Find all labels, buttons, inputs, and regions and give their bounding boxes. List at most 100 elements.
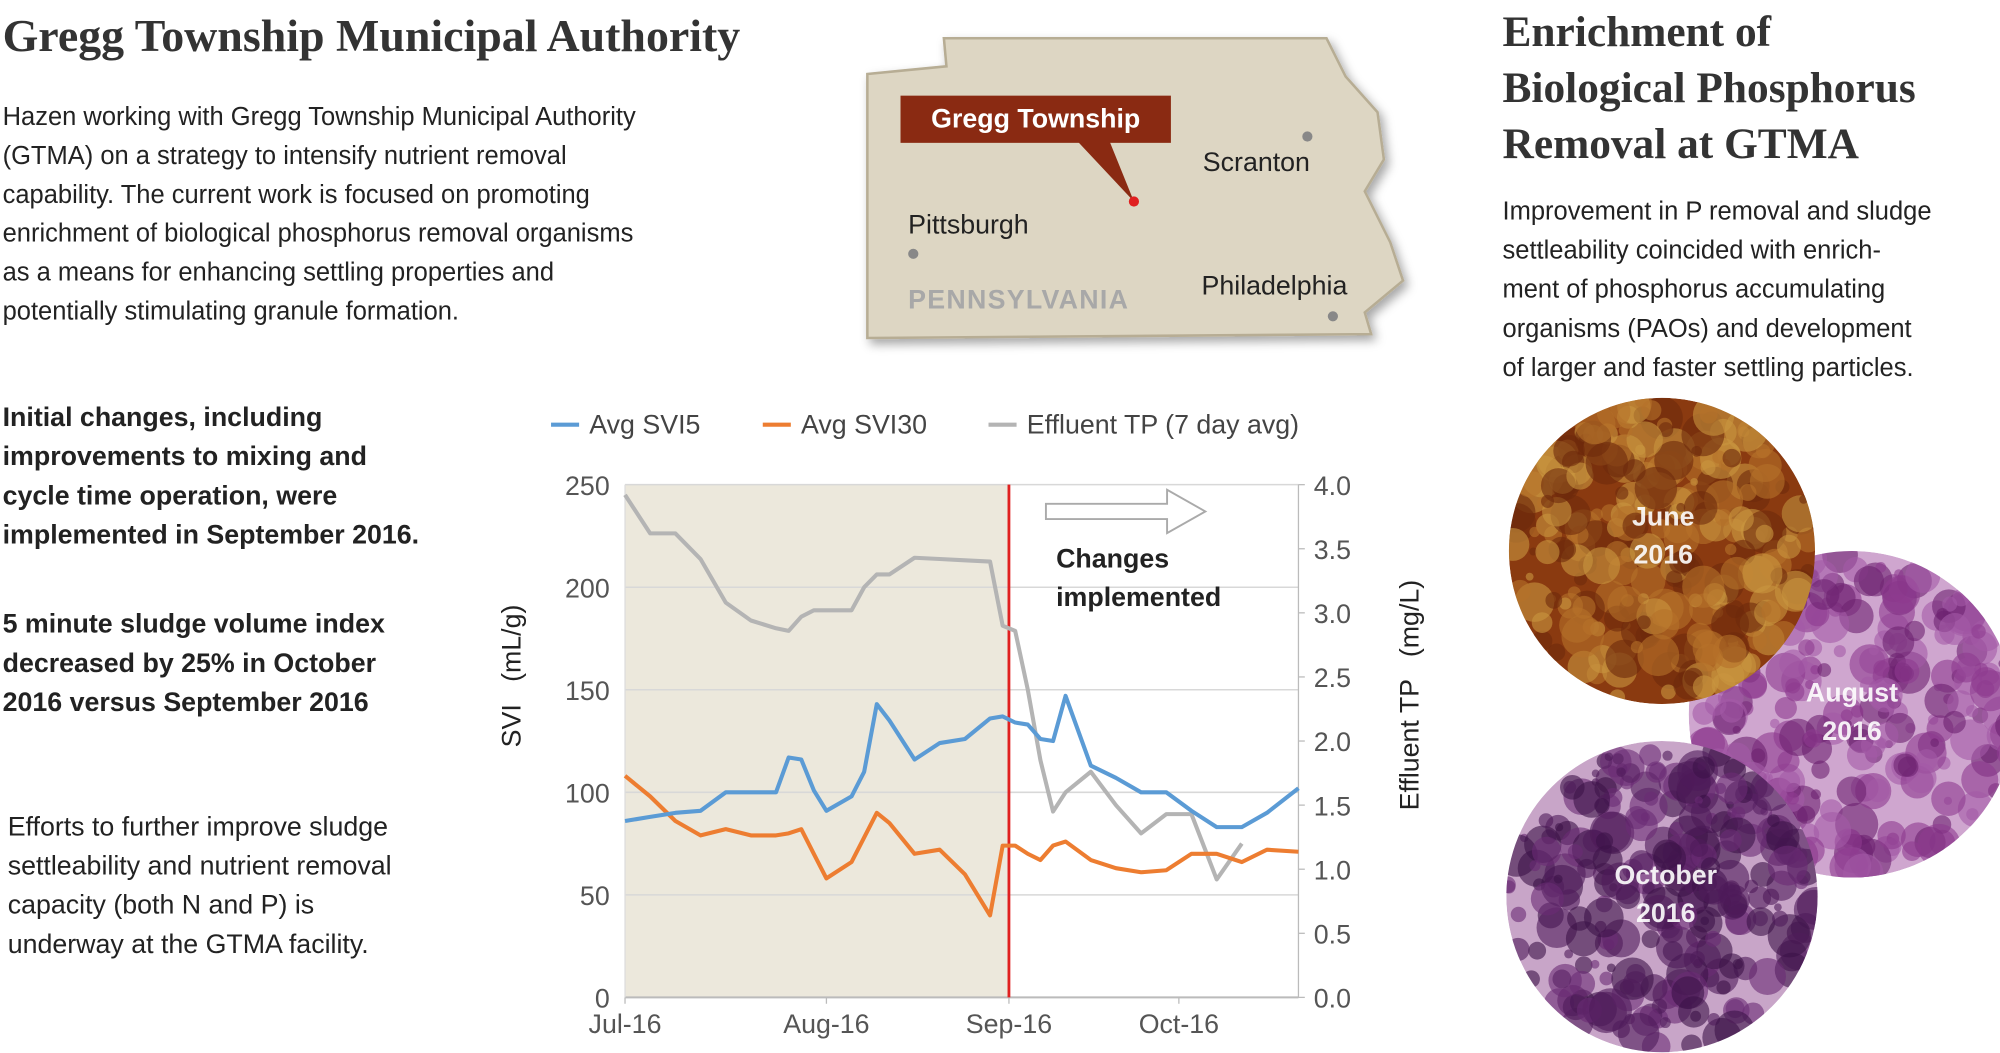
texture xyxy=(1715,772,1748,805)
texture xyxy=(1938,613,1971,646)
note-line: 2016 versus September 2016 xyxy=(3,687,369,717)
micrographs xyxy=(1506,397,2000,1053)
texture xyxy=(1567,844,1583,860)
y2-tick-label: 3.5 xyxy=(1314,535,1351,565)
texture xyxy=(1637,634,1680,677)
texture xyxy=(1732,958,1743,970)
texture xyxy=(1805,679,1815,690)
texture xyxy=(1615,486,1629,500)
texture xyxy=(1695,643,1724,672)
intro-line: potentially stimulating granule formatio… xyxy=(3,297,459,325)
panel-title: Biological Phosphorus xyxy=(1503,64,1916,112)
texture xyxy=(1600,745,1632,778)
y2-tick-label: 1.5 xyxy=(1314,791,1351,821)
texture xyxy=(1785,678,1801,694)
annotation-arrow xyxy=(1044,488,1208,535)
note-line: capacity (both N and P) is xyxy=(8,890,314,920)
texture xyxy=(1767,814,1780,827)
y-tick-label: 150 xyxy=(565,676,610,706)
texture xyxy=(1700,460,1716,476)
panel-text: organisms (PAOs) and development xyxy=(1503,315,1912,343)
x-tick-label: Aug-16 xyxy=(783,1009,869,1039)
texture xyxy=(1748,957,1786,995)
texture xyxy=(1813,811,1852,850)
texture xyxy=(1538,813,1554,828)
page-title: Gregg Township Municipal Authority xyxy=(3,10,741,61)
texture xyxy=(1732,725,1741,734)
texture xyxy=(1531,612,1553,633)
y-tick-label: 0 xyxy=(595,984,610,1014)
texture xyxy=(1642,881,1655,894)
texture xyxy=(1756,444,1771,459)
texture xyxy=(1604,752,1614,762)
y2-tick-label: 0.0 xyxy=(1314,984,1351,1014)
panel-title: Enrichment of xyxy=(1503,8,1772,56)
texture xyxy=(1574,403,1616,445)
y-tick-label: 50 xyxy=(580,881,610,911)
texture xyxy=(1590,959,1600,969)
series-line xyxy=(624,693,1300,830)
texture xyxy=(1774,903,1782,912)
texture xyxy=(1698,874,1729,905)
sample-label: August xyxy=(1806,677,1898,707)
y-tick-label: 200 xyxy=(565,573,610,603)
texture xyxy=(1762,888,1780,906)
note-line: Initial changes, including xyxy=(3,402,323,432)
texture xyxy=(1678,996,1710,1028)
texture xyxy=(1694,796,1703,805)
legend-label: Effluent TP (7 day avg) xyxy=(1027,410,1299,440)
city-dot xyxy=(1327,311,1338,322)
texture xyxy=(1564,949,1574,959)
texture xyxy=(1617,1012,1660,1053)
texture xyxy=(1662,750,1673,761)
texture xyxy=(1683,491,1718,525)
texture xyxy=(1894,658,1920,684)
texture xyxy=(1799,495,1808,504)
texture xyxy=(1840,709,1853,722)
texture xyxy=(1609,689,1626,705)
texture xyxy=(1894,569,1904,579)
texture xyxy=(1618,423,1633,438)
texture xyxy=(1645,761,1667,783)
texture xyxy=(1648,609,1680,640)
micrograph xyxy=(1508,397,1816,705)
texture xyxy=(1653,842,1687,875)
texture xyxy=(1714,782,1727,794)
texture xyxy=(1666,570,1683,587)
texture xyxy=(1637,615,1651,630)
intro-line: (GTMA) on a strategy to intensify nutrie… xyxy=(3,142,567,170)
texture xyxy=(1716,980,1731,995)
texture xyxy=(1601,862,1640,901)
sample-label: October xyxy=(1614,860,1717,890)
texture xyxy=(1658,422,1674,438)
texture xyxy=(1558,889,1581,911)
texture xyxy=(1720,699,1744,723)
texture xyxy=(1528,941,1547,960)
callout-pointer xyxy=(1077,141,1134,202)
texture xyxy=(1776,534,1801,559)
texture xyxy=(1778,770,1801,793)
texture xyxy=(1553,874,1563,884)
texture xyxy=(1842,853,1884,878)
texture xyxy=(1719,829,1742,852)
texture xyxy=(1796,886,1818,925)
note-line: 5 minute sludge volume index xyxy=(3,609,385,639)
texture xyxy=(1672,549,1696,573)
texture xyxy=(1724,408,1768,452)
texture xyxy=(1690,951,1705,966)
texture xyxy=(1798,639,1815,656)
intro-line: as a means for enhancing settling proper… xyxy=(3,259,554,287)
texture xyxy=(1767,845,1808,886)
texture xyxy=(1522,970,1540,988)
city-dot xyxy=(908,248,919,259)
texture xyxy=(1529,547,1538,556)
texture xyxy=(1747,630,1767,651)
y2-tick-label: 4.0 xyxy=(1314,471,1351,501)
texture xyxy=(1691,445,1703,457)
y2-tick-label: 0.5 xyxy=(1314,920,1351,950)
texture xyxy=(1591,769,1600,778)
callout-box xyxy=(900,95,1171,143)
note-line: underway at the GTMA facility. xyxy=(8,929,369,959)
texture xyxy=(1779,649,1808,678)
texture xyxy=(1639,744,1662,767)
